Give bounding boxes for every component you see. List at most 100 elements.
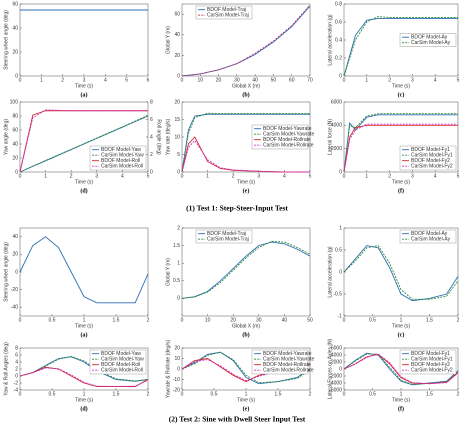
legend-label: BDOF Model-Fy1 xyxy=(411,351,450,357)
x-tick-label: 1 xyxy=(365,77,368,83)
x-axis-label: Global X (m) xyxy=(232,83,260,89)
x-tick-label: 40 xyxy=(282,317,288,323)
y-axis-label: Lateral Forces on Axles (N) xyxy=(327,338,333,399)
y-tick-label: 0 xyxy=(15,169,18,175)
x-tick-label: 0 xyxy=(181,77,184,83)
x-tick-label: 4 xyxy=(121,173,124,179)
x-tick-label: 3 xyxy=(95,173,98,179)
x-tick-label: 1 xyxy=(245,391,248,397)
y-tick-label: 80 xyxy=(12,113,18,119)
y-tick-label: 6 xyxy=(15,352,18,358)
y-tick-label: 40 xyxy=(12,141,18,147)
y-tick-label: 2000 xyxy=(331,146,342,152)
legend-label: BDOF Model-Fy2 xyxy=(411,158,450,164)
y-tick-label: 0 xyxy=(177,296,180,302)
x-tick-label: 0 xyxy=(181,317,184,323)
series-line xyxy=(181,5,311,77)
x-tick-label: 0 xyxy=(181,173,184,179)
y2-tick-label: 4 xyxy=(150,134,153,140)
legend-label: BDOF Model-Rollrate xyxy=(263,362,311,368)
plot-frame xyxy=(19,3,149,77)
x-tick-label: 2 xyxy=(232,173,235,179)
x-axis-label: Time (s) xyxy=(237,397,255,403)
legend-box xyxy=(399,33,457,47)
x-tick-label: 5 xyxy=(457,173,460,179)
y-tick-label: 2000 xyxy=(331,359,342,365)
y-tick-label: 1 xyxy=(339,225,342,231)
x-axis-label: Time (s) xyxy=(392,83,410,89)
series-line xyxy=(343,114,458,173)
caption: (1) Test 1: Step-Steer-Input Test xyxy=(186,204,288,213)
x-tick-label: 0 xyxy=(343,317,346,323)
y-tick-label: 40 xyxy=(12,25,18,31)
legend-label: CarSim Model-Roll xyxy=(101,164,143,170)
subplot-label: (e) xyxy=(243,187,250,194)
x-tick-label: 50 xyxy=(271,77,277,83)
y-tick-label: 60 xyxy=(12,127,18,133)
legend-label: CarSim Model-Yawrate xyxy=(263,357,315,363)
series-line xyxy=(19,366,149,387)
legend-label: CarSim Model-Ay xyxy=(411,40,451,46)
y-tick-label: -40 xyxy=(11,305,18,311)
legend-label: CarSim Model-Rollrate xyxy=(263,368,314,374)
legend-label: BDOF Model-Rollrate xyxy=(263,137,311,143)
subplot-label: (e) xyxy=(243,405,250,412)
legend-label: CarSim Model-Fy1 xyxy=(411,357,453,363)
x-tick-label: 0 xyxy=(343,77,346,83)
caption: (2) Test 2: Sine with Dwell Steer Input … xyxy=(169,415,306,424)
x-tick-label: 5 xyxy=(147,173,150,179)
y-tick-label: -0.5 xyxy=(333,291,342,297)
legend-label: CarSim Model-Yaw xyxy=(101,153,144,159)
y-tick-label: 20 xyxy=(174,53,180,59)
series-line xyxy=(343,245,459,302)
x-tick-label: 30 xyxy=(256,317,262,323)
x-tick-label: 10 xyxy=(205,317,211,323)
legend-label: CarSim Model-Ay xyxy=(411,237,451,243)
subplot-label: (f) xyxy=(398,405,404,412)
y-axis-label: Lateral acceleration (g) xyxy=(327,246,333,297)
y-tick-label: 0 xyxy=(339,366,342,372)
y-tick-label: 40 xyxy=(12,234,18,240)
y-tick-label: -20 xyxy=(11,287,18,293)
y-tick-label: -20 xyxy=(173,387,180,393)
x-tick-label: 0 xyxy=(19,173,22,179)
x-tick-label: 1 xyxy=(365,173,368,179)
x-tick-label: 2 xyxy=(147,317,150,323)
x-axis-label: Global X (m) xyxy=(232,323,260,329)
legend-label: BDOF Model-Fy1 xyxy=(411,147,450,153)
legend-box xyxy=(399,349,457,375)
subplot-label: (a) xyxy=(81,331,88,338)
y-tick-label: 1.5 xyxy=(173,243,180,249)
x-tick-label: 20 xyxy=(216,77,222,83)
subplot-label: (c) xyxy=(398,91,405,98)
y-tick-label: 60 xyxy=(174,12,180,18)
y-axis-label: Steering wheel angle (deg) xyxy=(3,10,9,70)
x-tick-label: 40 xyxy=(252,77,258,83)
x-tick-label: 50 xyxy=(307,317,313,323)
y-tick-label: 4 xyxy=(15,359,18,365)
y-tick-label: -1 xyxy=(338,313,343,319)
y2-tick-label: 6 xyxy=(150,117,153,123)
x-tick-label: 0.5 xyxy=(369,391,376,397)
legend-label: CarSim Model-Yaw xyxy=(101,357,144,363)
y-axis-label: Yaw & Roll Angles (deg) xyxy=(3,342,9,396)
x-tick-label: 1 xyxy=(83,391,86,397)
y-axis-label: Global Y (m) xyxy=(165,258,171,286)
x-axis-label: Time (s) xyxy=(392,397,410,403)
x-tick-label: 10 xyxy=(198,77,204,83)
x-tick-label: 3 xyxy=(83,77,86,83)
series-line xyxy=(343,113,458,173)
legend-box xyxy=(195,5,253,20)
y-tick-label: 20 xyxy=(174,99,180,105)
x-tick-label: 1 xyxy=(400,317,403,323)
series-line xyxy=(181,112,310,173)
y-tick-label: 0 xyxy=(15,73,18,79)
x-tick-label: 0 xyxy=(19,317,22,323)
y-tick-label: 4000 xyxy=(331,123,342,129)
y-tick-label: 20 xyxy=(12,155,18,161)
x-tick-label: 2 xyxy=(388,173,391,179)
legend-label: CarSim Model-Yawrate xyxy=(263,132,315,138)
subplot-label: (b) xyxy=(242,91,249,98)
x-tick-label: 2 xyxy=(309,391,312,397)
x-tick-label: 0 xyxy=(19,391,22,397)
